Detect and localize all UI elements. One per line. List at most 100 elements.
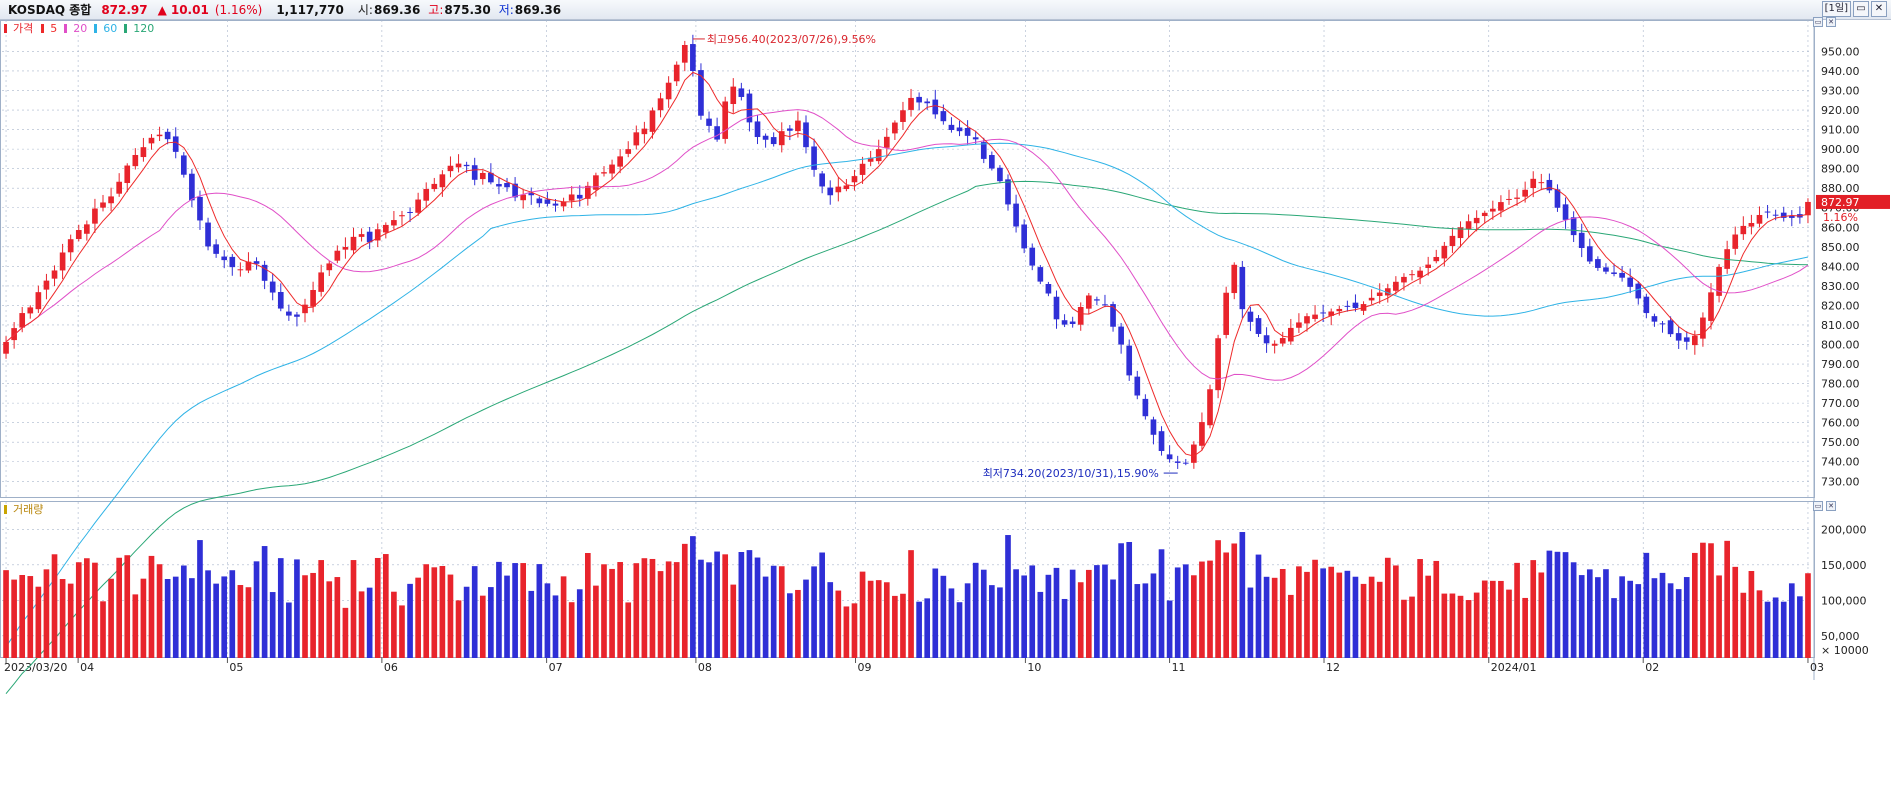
volume-bar[interactable] bbox=[706, 562, 712, 658]
candle-body[interactable] bbox=[277, 291, 284, 309]
volume-bar[interactable] bbox=[1619, 576, 1625, 658]
candle-body[interactable] bbox=[698, 70, 704, 116]
volume-bar[interactable] bbox=[1320, 568, 1326, 658]
candle-body[interactable] bbox=[714, 126, 720, 140]
candle-body[interactable] bbox=[318, 272, 325, 292]
candle-body[interactable] bbox=[1489, 208, 1496, 212]
volume-bar[interactable] bbox=[3, 570, 9, 658]
candle-body[interactable] bbox=[1304, 316, 1310, 324]
candle-body[interactable] bbox=[1554, 189, 1561, 208]
volume-bar[interactable] bbox=[132, 594, 139, 658]
volume-bar[interactable] bbox=[681, 543, 688, 658]
candle-body[interactable] bbox=[1013, 203, 1019, 227]
candle-body[interactable] bbox=[1586, 246, 1593, 262]
candle-body[interactable] bbox=[1368, 297, 1375, 301]
candle-body[interactable] bbox=[172, 136, 179, 152]
volume-bar[interactable] bbox=[51, 554, 58, 658]
volume-bar[interactable] bbox=[43, 569, 50, 658]
volume-bar[interactable] bbox=[1772, 597, 1779, 658]
candle-body[interactable] bbox=[197, 196, 203, 221]
volume-bar[interactable] bbox=[382, 554, 389, 658]
volume-bar[interactable] bbox=[1223, 552, 1230, 658]
candle-body[interactable] bbox=[140, 147, 147, 158]
volume-bar[interactable] bbox=[455, 600, 462, 658]
volume-bar[interactable] bbox=[940, 575, 947, 658]
volume-bar[interactable] bbox=[1489, 580, 1496, 658]
candle-body[interactable] bbox=[1441, 245, 1448, 259]
candle-body[interactable] bbox=[1417, 270, 1423, 278]
volume-bar[interactable] bbox=[1595, 577, 1601, 658]
candle-body[interactable] bbox=[391, 220, 397, 226]
candle-body[interactable] bbox=[471, 165, 478, 180]
volume-bar[interactable] bbox=[1352, 576, 1359, 658]
volume-bar[interactable] bbox=[649, 558, 656, 658]
volume-bar[interactable] bbox=[1134, 584, 1141, 658]
candle-body[interactable] bbox=[504, 183, 510, 188]
candle-body[interactable] bbox=[1134, 376, 1141, 396]
volume-bar[interactable] bbox=[124, 555, 131, 658]
volume-bar[interactable] bbox=[1029, 565, 1036, 658]
candle-body[interactable] bbox=[690, 44, 696, 71]
volume-bar[interactable] bbox=[1199, 561, 1205, 658]
volume-bar[interactable] bbox=[972, 562, 979, 658]
volume-bar[interactable] bbox=[431, 567, 438, 658]
candle-body[interactable] bbox=[1659, 323, 1666, 325]
volume-bar[interactable] bbox=[1700, 542, 1706, 658]
volume-bar[interactable] bbox=[1118, 543, 1124, 658]
candle-body[interactable] bbox=[261, 264, 268, 281]
candle-body[interactable] bbox=[342, 247, 349, 250]
candle-body[interactable] bbox=[1287, 327, 1294, 342]
volume-bar[interactable] bbox=[867, 580, 874, 658]
candle-body[interactable] bbox=[1627, 277, 1634, 287]
volume-bar[interactable] bbox=[1191, 575, 1197, 658]
candle-body[interactable] bbox=[1409, 274, 1415, 276]
volume-bar[interactable] bbox=[1207, 560, 1213, 658]
volume-bar[interactable] bbox=[35, 586, 42, 658]
candle-body[interactable] bbox=[1473, 217, 1480, 224]
volume-bar[interactable] bbox=[1150, 573, 1157, 658]
volume-bar[interactable] bbox=[657, 571, 664, 658]
volume-bar[interactable] bbox=[439, 566, 446, 658]
volume-bar[interactable] bbox=[269, 592, 276, 658]
candle-body[interactable] bbox=[956, 127, 963, 132]
volume-bar[interactable] bbox=[1449, 593, 1456, 658]
candle-body[interactable] bbox=[164, 131, 171, 140]
candle-body[interactable] bbox=[1522, 189, 1528, 197]
volume-bar[interactable] bbox=[1247, 587, 1254, 658]
volume-bar[interactable] bbox=[1764, 601, 1771, 658]
volume-bar[interactable] bbox=[213, 583, 219, 658]
volume-bar[interactable] bbox=[641, 558, 648, 658]
candle-body[interactable] bbox=[1562, 204, 1569, 220]
candle-body[interactable] bbox=[350, 236, 357, 251]
volume-bar[interactable] bbox=[617, 562, 623, 658]
volume-bar[interactable] bbox=[1158, 549, 1165, 658]
candle-body[interactable] bbox=[536, 198, 543, 204]
volume-bar[interactable] bbox=[762, 576, 769, 658]
candle-body[interactable] bbox=[1376, 292, 1383, 296]
volume-bar[interactable] bbox=[326, 581, 333, 658]
volume-bar[interactable] bbox=[1740, 592, 1747, 658]
volume-bar[interactable] bbox=[1061, 598, 1068, 658]
candle-body[interactable] bbox=[746, 93, 753, 123]
volume-bar[interactable] bbox=[1457, 595, 1464, 658]
candle-body[interactable] bbox=[358, 234, 365, 237]
candle-body[interactable] bbox=[900, 110, 906, 122]
volume-bar[interactable] bbox=[1102, 564, 1108, 658]
candle-body[interactable] bbox=[92, 208, 98, 224]
volume-bar[interactable] bbox=[1126, 541, 1133, 658]
volume-bar[interactable] bbox=[1748, 571, 1755, 658]
volume-bar[interactable] bbox=[1554, 551, 1561, 658]
volume-bar[interactable] bbox=[956, 602, 963, 658]
chart-canvas[interactable]: 730.00 740.00 750.00 760.00 770.00 780.00 790.… bbox=[0, 20, 1891, 811]
volume-bar[interactable] bbox=[1546, 550, 1553, 658]
candle-body[interactable] bbox=[19, 313, 26, 328]
volume-bar[interactable] bbox=[277, 558, 284, 658]
volume-bar[interactable] bbox=[1780, 601, 1787, 658]
candle-body[interactable] bbox=[286, 311, 292, 316]
candle-body[interactable] bbox=[593, 175, 599, 190]
volume-bar[interactable] bbox=[1692, 552, 1698, 658]
volume-bar[interactable] bbox=[1328, 566, 1335, 658]
candle-body[interactable] bbox=[681, 44, 688, 63]
volume-bar[interactable] bbox=[1077, 582, 1084, 658]
volume-bar[interactable] bbox=[391, 591, 397, 658]
